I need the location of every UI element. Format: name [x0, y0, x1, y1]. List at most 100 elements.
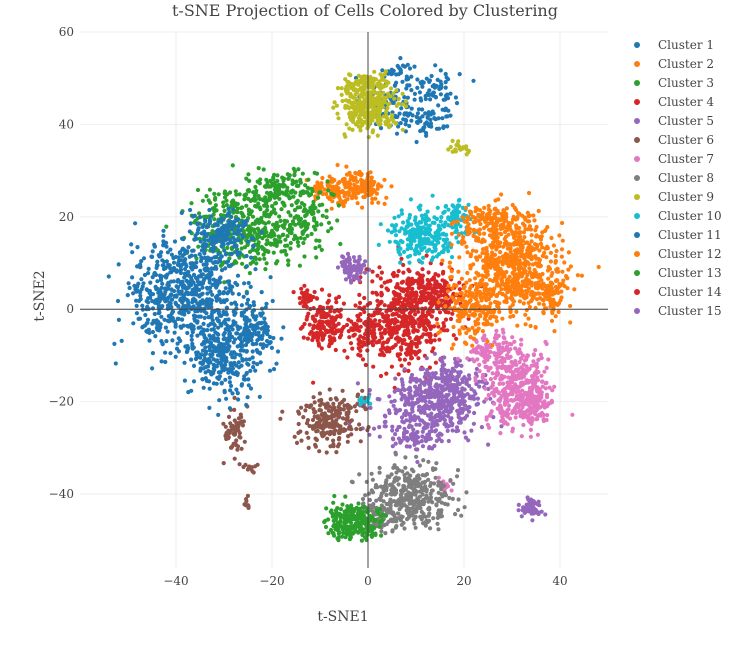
- data-point: [426, 116, 430, 120]
- data-point: [436, 483, 440, 487]
- data-point: [392, 97, 396, 101]
- data-point: [428, 97, 432, 101]
- data-point: [417, 405, 421, 409]
- data-point: [487, 344, 491, 348]
- data-point: [408, 419, 412, 423]
- data-point: [494, 387, 498, 391]
- data-point: [524, 381, 528, 385]
- data-point: [208, 188, 212, 192]
- data-point: [436, 527, 440, 531]
- data-point: [236, 424, 240, 428]
- data-point: [205, 328, 209, 332]
- data-point: [516, 367, 520, 371]
- data-point: [371, 95, 375, 99]
- data-point: [409, 88, 413, 92]
- data-point: [351, 328, 355, 332]
- data-point: [358, 349, 362, 353]
- data-point: [507, 407, 511, 411]
- data-point: [169, 302, 173, 306]
- data-point: [341, 389, 345, 393]
- data-point: [487, 350, 491, 354]
- data-point: [246, 504, 250, 508]
- data-point: [395, 478, 399, 482]
- data-point: [467, 149, 471, 153]
- data-point: [507, 404, 511, 408]
- data-point: [303, 408, 307, 412]
- data-point: [172, 261, 176, 265]
- data-point: [503, 401, 507, 405]
- data-point: [428, 224, 432, 228]
- data-point: [526, 495, 530, 499]
- data-point: [408, 483, 412, 487]
- data-point: [413, 218, 417, 222]
- data-point: [327, 405, 331, 409]
- data-point: [296, 410, 300, 414]
- data-point: [354, 409, 358, 413]
- data-point: [372, 338, 376, 342]
- data-point: [286, 263, 290, 267]
- data-point: [419, 96, 423, 100]
- data-point: [385, 348, 389, 352]
- data-point: [247, 209, 251, 213]
- data-point: [427, 270, 431, 274]
- data-point: [311, 381, 315, 385]
- data-point: [496, 407, 500, 411]
- data-point: [413, 478, 417, 482]
- data-point: [337, 442, 341, 446]
- data-point: [368, 406, 372, 410]
- data-point: [437, 116, 441, 120]
- data-point: [398, 507, 402, 511]
- data-point: [390, 518, 394, 522]
- data-point: [295, 441, 299, 445]
- data-point: [280, 224, 284, 228]
- data-point: [300, 201, 304, 205]
- data-point: [384, 372, 388, 376]
- data-point: [270, 234, 274, 238]
- data-point: [320, 248, 324, 252]
- data-point: [384, 493, 388, 497]
- data-point: [413, 312, 417, 316]
- data-point: [157, 311, 161, 315]
- data-point: [371, 365, 375, 369]
- data-point: [392, 404, 396, 408]
- data-point: [410, 237, 414, 241]
- data-point: [442, 422, 446, 426]
- data-point: [233, 259, 237, 263]
- data-point: [459, 421, 463, 425]
- data-point: [411, 431, 415, 435]
- data-point: [236, 428, 240, 432]
- data-point: [374, 77, 378, 81]
- data-point: [379, 529, 383, 533]
- data-point: [273, 211, 277, 215]
- data-point: [128, 286, 132, 290]
- data-point: [290, 182, 294, 186]
- data-point: [395, 132, 399, 136]
- data-point: [353, 81, 357, 85]
- data-point: [306, 186, 310, 190]
- data-point: [406, 396, 410, 400]
- data-point: [173, 331, 177, 335]
- data-point: [406, 268, 410, 272]
- data-point: [488, 397, 492, 401]
- data-point: [278, 417, 282, 421]
- data-point: [439, 85, 443, 89]
- data-point: [515, 402, 519, 406]
- data-point: [417, 325, 421, 329]
- data-point: [205, 291, 209, 295]
- data-point: [408, 474, 412, 478]
- data-point: [406, 96, 410, 100]
- data-point: [477, 380, 481, 384]
- data-point: [419, 367, 423, 371]
- data-point: [370, 197, 374, 201]
- data-point: [432, 295, 436, 299]
- data-point: [230, 444, 234, 448]
- data-point: [519, 338, 523, 342]
- data-point: [351, 103, 355, 107]
- data-point: [394, 233, 398, 237]
- data-point: [413, 482, 417, 486]
- data-point: [390, 365, 394, 369]
- data-point: [361, 357, 365, 361]
- data-point: [404, 293, 408, 297]
- data-point: [495, 343, 499, 347]
- data-point: [418, 321, 422, 325]
